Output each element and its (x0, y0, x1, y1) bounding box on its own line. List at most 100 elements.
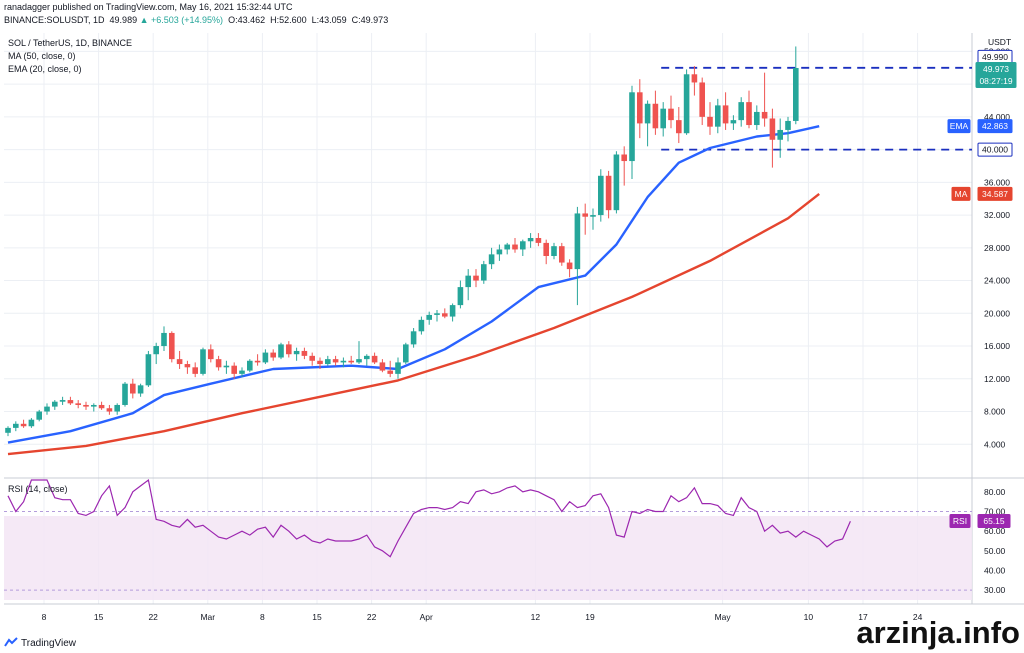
candle (465, 269, 471, 301)
candle-body (496, 249, 503, 255)
candle (668, 95, 674, 129)
time-tick-label: 24 (913, 612, 923, 622)
candles (5, 46, 799, 437)
time-tick-label: May (715, 612, 732, 622)
candle-body (746, 102, 752, 126)
candle-body (660, 108, 666, 129)
candle (286, 341, 292, 358)
rsi-tick-label: 80.00 (984, 487, 1006, 497)
candle-body (504, 244, 510, 250)
candle-body (621, 154, 627, 162)
ma-label-tag-text: MA (955, 189, 968, 199)
candle (644, 100, 651, 147)
rsi-axis-ticks: 30.00 40.00 50.00 60.00 70.00 80.00 (984, 487, 1006, 595)
candle (559, 242, 565, 266)
candle-body (403, 344, 409, 363)
price-tick-label: 28.000 (984, 243, 1010, 253)
candle (36, 409, 42, 422)
candle-body (481, 264, 487, 281)
candle (122, 382, 128, 407)
candle (777, 118, 783, 158)
candle-body (395, 362, 401, 374)
candle-body (605, 175, 612, 211)
candle-body (36, 411, 42, 420)
candle-body (559, 246, 565, 263)
candle-body (457, 287, 464, 306)
candle-body (488, 254, 495, 265)
ma-label-tag-box (951, 186, 971, 201)
candle-body (777, 129, 783, 140)
time-tick-label: 15 (312, 612, 322, 622)
rsi-line (7, 478, 851, 558)
candle (169, 331, 175, 363)
candle-body (730, 120, 737, 124)
candle (192, 362, 198, 378)
resistance-tag: 49.990 (977, 49, 1013, 64)
candle-body (418, 319, 425, 332)
candle-body (371, 355, 378, 363)
candle (613, 151, 620, 214)
candle-body (309, 355, 315, 361)
candle (418, 316, 425, 335)
candle-body (754, 111, 760, 126)
last-price-tag: 49.973 (975, 61, 1017, 76)
candle (426, 311, 432, 325)
candle-body (231, 365, 237, 374)
candle (715, 98, 721, 134)
candle-body (707, 116, 713, 127)
candle-body (106, 408, 113, 412)
candle (145, 350, 152, 387)
candle-body (340, 360, 347, 363)
candle-body (683, 74, 690, 134)
price-tick-label: 4.000 (984, 439, 1006, 449)
candle-body (676, 120, 682, 134)
time-tick-label: Mar (200, 612, 215, 622)
candle (707, 102, 713, 135)
candle (379, 359, 386, 373)
candle (387, 360, 393, 378)
candle-body (691, 74, 698, 83)
candle-body (176, 359, 183, 365)
publisher-line: ranadagger published on TradingView.com,… (4, 2, 293, 12)
legend-title: SOL / TetherUS, 1D, BINANCE (8, 38, 133, 48)
candle-body (122, 383, 128, 405)
candle-body (317, 360, 323, 365)
price-tick-label: 16.000 (984, 341, 1010, 351)
candle-body (169, 332, 175, 360)
candle (590, 208, 596, 230)
candle (793, 46, 799, 125)
candle (574, 206, 581, 306)
candle (395, 357, 401, 379)
candle (543, 239, 549, 265)
candle (371, 352, 378, 365)
candle-body (722, 105, 729, 124)
candle-body (223, 365, 230, 368)
candle (52, 400, 58, 410)
rsi-label-tag: RSI (949, 514, 971, 529)
support-tag-text: 40.000 (982, 145, 1008, 155)
time-tick-label: 19 (585, 612, 595, 622)
tradingview-logo[interactable]: TradingView (4, 637, 76, 649)
watermark: arzinja.info (856, 615, 1020, 650)
candle-body (59, 400, 66, 402)
candle (535, 233, 542, 247)
candle-body (348, 360, 354, 363)
candle (28, 418, 35, 428)
candle (317, 357, 323, 369)
rsi-value-tag: 65.15 (977, 514, 1011, 529)
candle (504, 242, 510, 255)
candle (488, 247, 495, 270)
candle (605, 170, 612, 219)
rsi-band (4, 516, 972, 600)
resistance-tag-text: 49.990 (982, 52, 1008, 62)
ma-value-tag-text: 34.587 (982, 189, 1008, 199)
rsi-label-tag-text: RSI (953, 516, 967, 526)
rsi-tick-label: 40.00 (984, 566, 1006, 576)
support-tag: 40.000 (977, 142, 1013, 157)
ema-label-tag-box (947, 119, 971, 134)
candle (332, 355, 339, 366)
candle-body (598, 175, 604, 216)
ema-label-tag-text: EMA (950, 121, 969, 131)
candle (114, 403, 120, 415)
